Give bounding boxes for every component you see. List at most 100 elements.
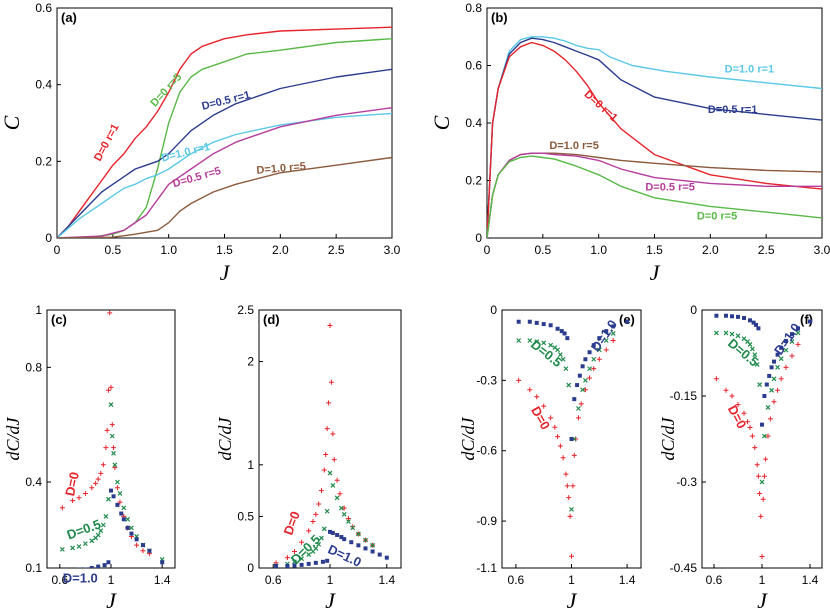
data-point <box>564 483 570 489</box>
data-point <box>108 384 114 390</box>
y-tick-label: 0.2 <box>35 154 52 168</box>
x-axis-label: J <box>106 588 117 612</box>
x-tick-label: 1.0 <box>160 243 177 257</box>
data-point <box>292 559 297 565</box>
data-point <box>560 356 566 362</box>
data-point <box>714 313 719 318</box>
data-point <box>758 513 764 519</box>
panel-label: (e) <box>619 312 635 327</box>
x-axis-label: J <box>757 588 768 612</box>
x-tick-label: 3.0 <box>814 243 830 257</box>
panel-label: (c) <box>51 312 67 327</box>
data-point <box>764 382 769 387</box>
y-axis-label: dC/dJ <box>3 416 23 460</box>
data-point <box>741 410 747 416</box>
x-tick-label: 0.6 <box>508 573 525 587</box>
data-point <box>121 517 126 522</box>
y-tick-label: 0.4 <box>35 78 52 92</box>
data-point <box>95 532 101 538</box>
data-point <box>755 473 761 479</box>
data-point <box>795 330 801 336</box>
data-point <box>356 543 361 548</box>
x-tick-label: 1.5 <box>216 243 233 257</box>
data-point <box>306 528 312 534</box>
data-point <box>749 433 755 439</box>
data-point <box>327 322 333 328</box>
x-axis-label: J <box>567 588 578 612</box>
data-point <box>749 346 755 352</box>
data-point <box>112 465 118 471</box>
data-point <box>527 338 533 343</box>
series-group <box>713 313 812 560</box>
data-point <box>724 313 728 318</box>
x-tick-label: 1.5 <box>646 243 663 257</box>
data-point <box>109 433 115 439</box>
y-axis-label: dC/dJ <box>658 416 678 460</box>
series-annotation: D=0.5 <box>528 337 565 370</box>
panel-label: (d) <box>263 312 280 327</box>
data-point <box>747 425 753 431</box>
data-point <box>752 445 758 451</box>
data-point <box>789 353 795 359</box>
data-point <box>319 535 324 541</box>
x-tick-label: 2.5 <box>758 243 775 257</box>
data-point <box>299 556 305 562</box>
data-point <box>98 470 104 476</box>
data-point <box>735 333 741 339</box>
data-point <box>70 498 76 504</box>
data-point <box>89 566 94 568</box>
y-tick-label: 1 <box>35 303 42 317</box>
data-point <box>299 539 305 545</box>
y-tick-label: 2 <box>247 355 254 369</box>
data-point <box>114 479 120 485</box>
data-point <box>114 485 120 491</box>
data-point <box>541 403 547 409</box>
data-point <box>745 419 751 425</box>
data-point <box>757 382 763 387</box>
data-point <box>569 506 574 512</box>
data-point <box>323 451 329 457</box>
data-point <box>316 541 322 547</box>
data-point <box>552 424 558 430</box>
data-point <box>342 537 347 542</box>
data-point <box>625 319 630 324</box>
data-point <box>363 537 368 543</box>
data-point <box>775 387 781 393</box>
data-point <box>313 545 319 551</box>
x-tick-label: 3.0 <box>384 243 401 257</box>
data-point <box>328 379 334 385</box>
data-point <box>761 473 767 479</box>
data-point <box>349 540 354 545</box>
data-point <box>274 563 279 568</box>
data-point <box>310 519 316 525</box>
data-point <box>337 491 343 497</box>
data-point <box>754 362 760 367</box>
data-point <box>591 356 597 362</box>
data-point <box>795 341 801 347</box>
data-point <box>756 326 761 331</box>
y-tick-label: 0.4 <box>465 116 482 130</box>
data-point <box>582 377 588 383</box>
data-point <box>729 331 735 337</box>
panel-label: (a) <box>61 10 77 25</box>
data-point <box>346 519 351 524</box>
series-group <box>273 322 389 568</box>
y-tick-label: 0.2 <box>465 174 482 188</box>
data-point <box>96 564 101 568</box>
y-tick-label: 0.4 <box>25 475 42 489</box>
x-tick-label: 1 <box>327 573 334 587</box>
series-annotation: D=1.0 <box>63 570 98 585</box>
data-point <box>587 350 592 355</box>
data-point <box>327 470 333 476</box>
x-tick-label: 0 <box>484 243 491 257</box>
x-tick-label: 1 <box>108 573 115 587</box>
data-point <box>306 561 311 566</box>
data-point <box>760 422 764 427</box>
data-point <box>571 452 577 458</box>
data-point <box>569 553 574 559</box>
data-point <box>583 357 588 362</box>
y-tick-label: 0.8 <box>465 1 482 15</box>
